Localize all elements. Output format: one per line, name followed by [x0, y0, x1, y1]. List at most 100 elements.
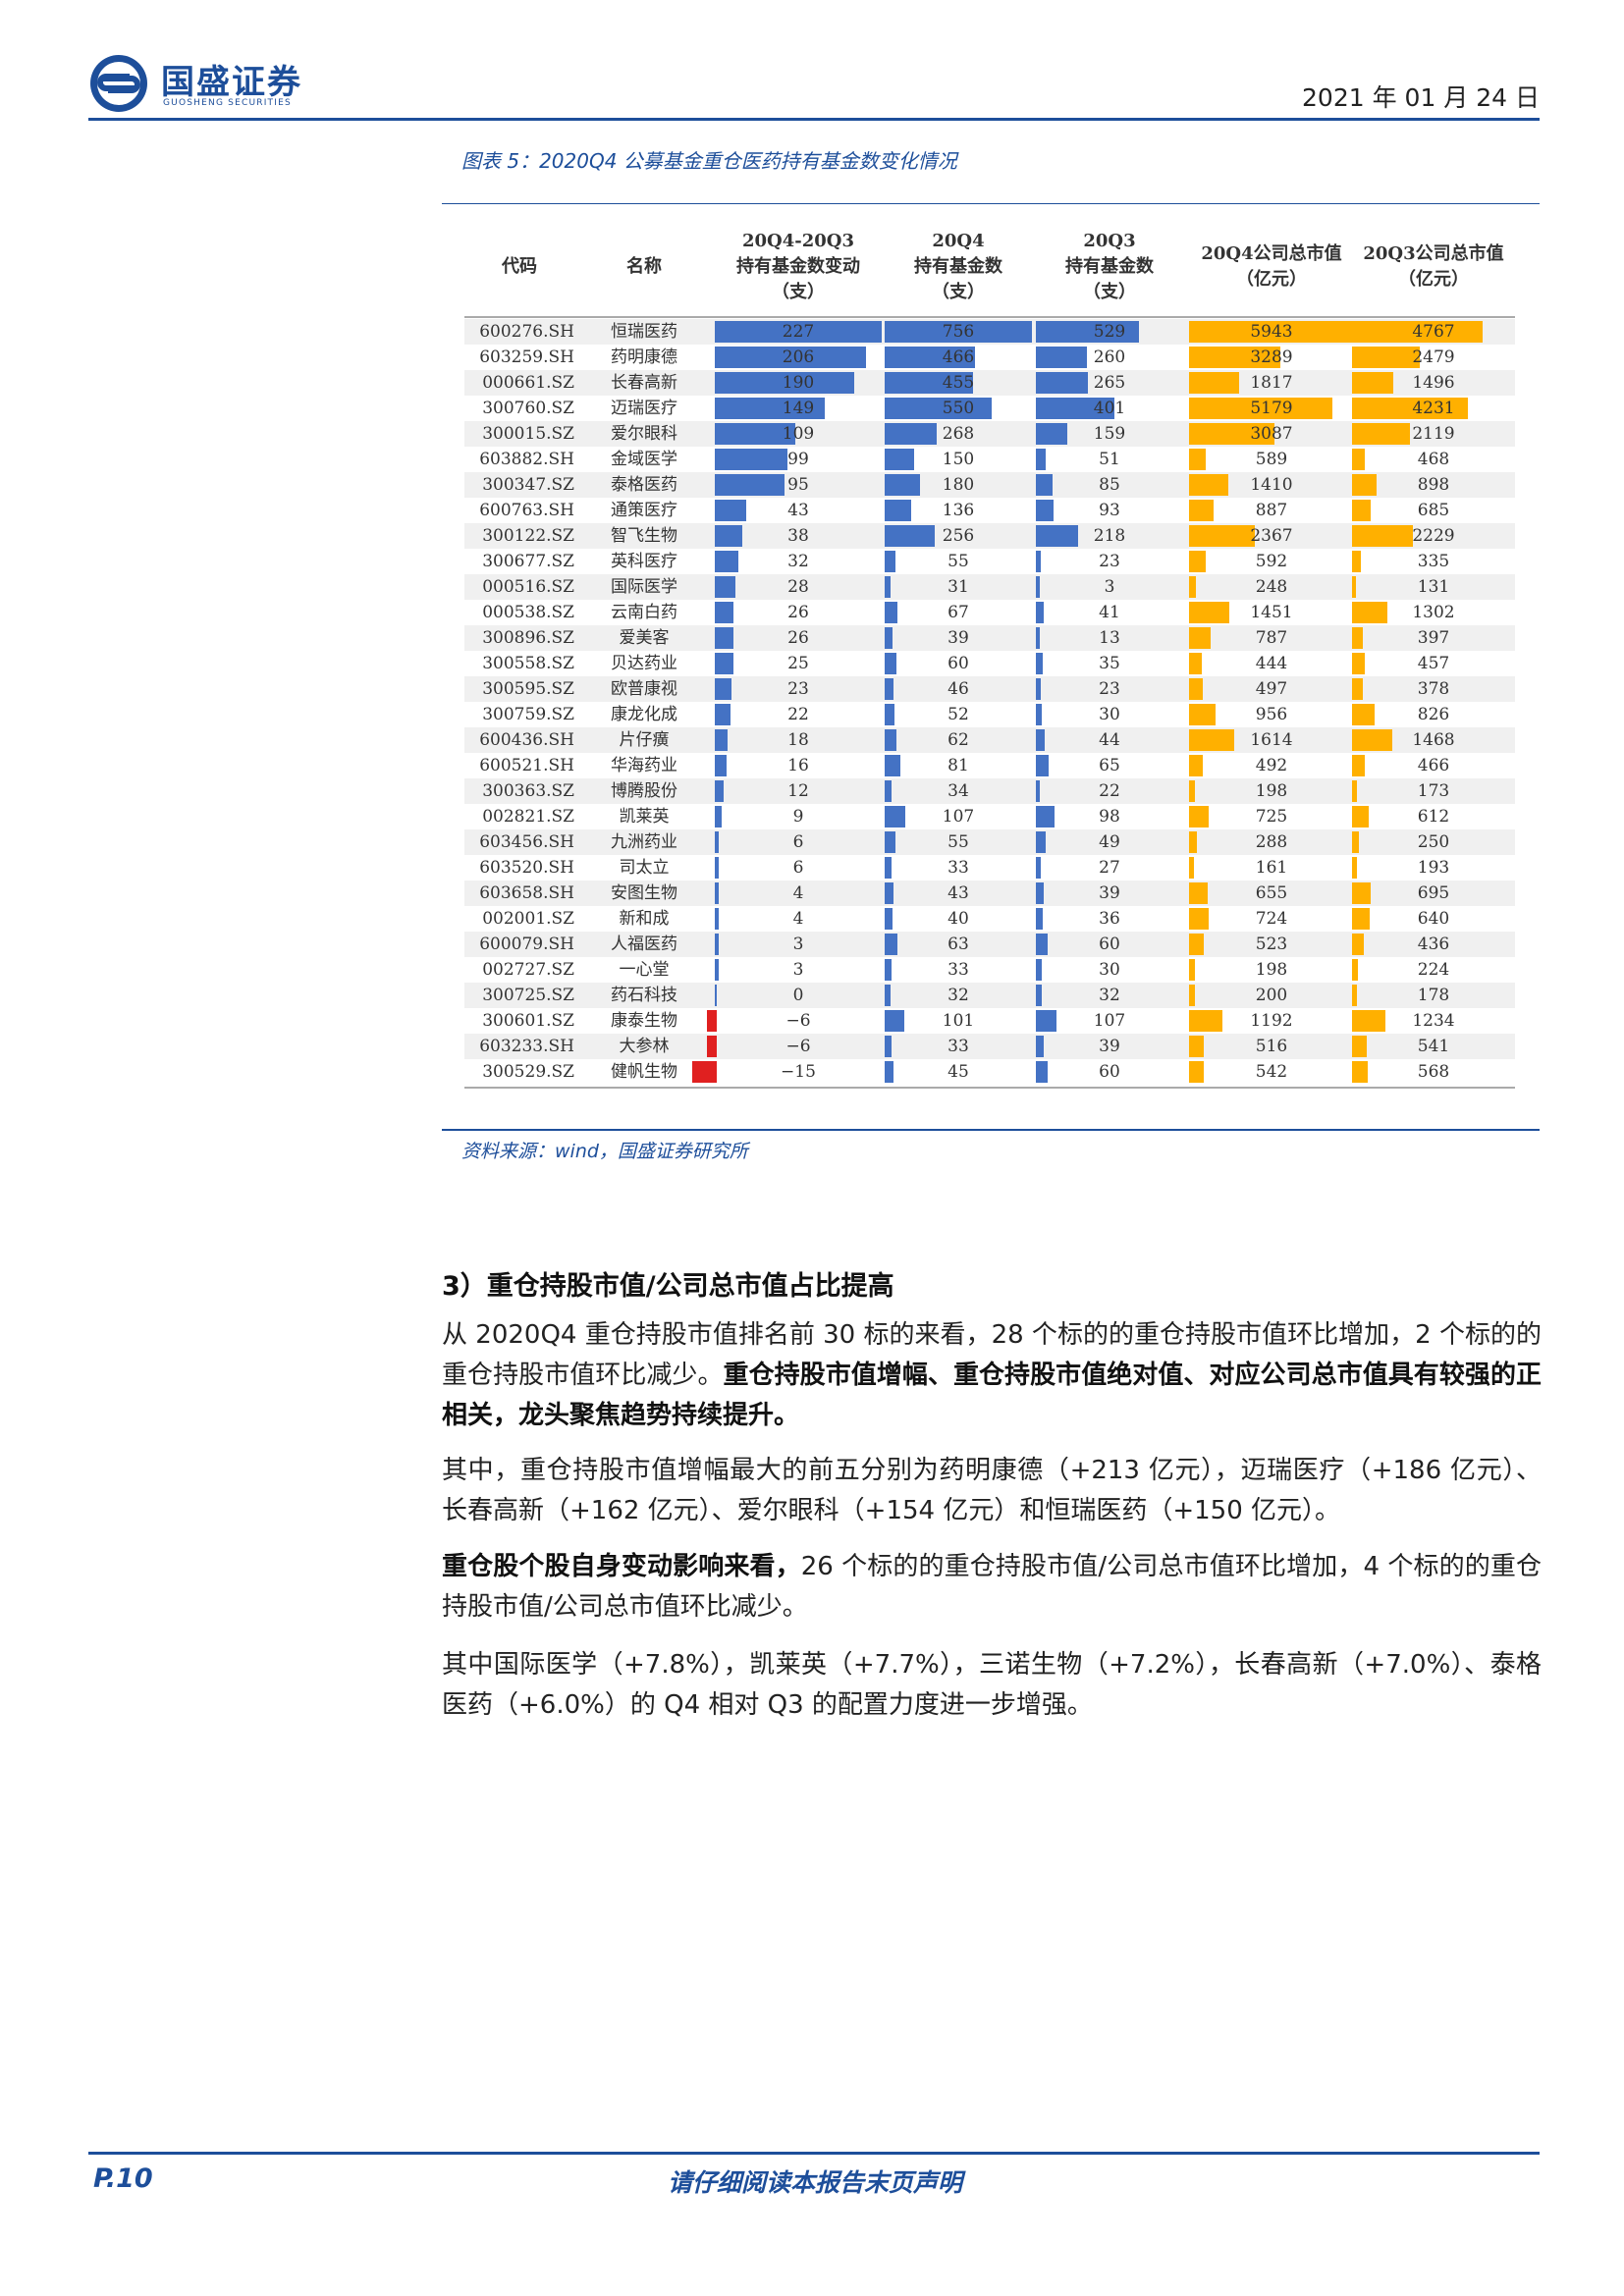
- table-row: 000516.SZ 国际医学 28 31 3 248 131: [464, 574, 1515, 600]
- header-code: 代码: [464, 218, 574, 316]
- cell-mv-q4: 497: [1189, 678, 1354, 700]
- value-mv-q3: 826: [1417, 705, 1450, 724]
- cell-mv-q3: 378: [1352, 678, 1515, 700]
- bar-q4: [885, 500, 911, 521]
- cell-name: 长春高新: [611, 373, 677, 393]
- bar-mv-q4: [1189, 372, 1240, 394]
- table-row: 002001.SZ 新和成 4 40 36 724 640: [464, 906, 1515, 932]
- value-mv-q3: 193: [1417, 858, 1450, 878]
- cell-mv-q3: 468: [1352, 449, 1515, 470]
- bar-mv-q3: [1352, 755, 1366, 776]
- cell-q4: 55: [885, 831, 1032, 853]
- table-row: 300601.SZ 康泰生物 −6 101 107 1192 1234: [464, 1008, 1515, 1034]
- bar-mv-q3: [1352, 653, 1365, 674]
- cell-mv-q4: 198: [1189, 780, 1354, 802]
- value-mv-q4: 198: [1255, 960, 1288, 980]
- value-q3: 65: [1099, 756, 1120, 775]
- page-number: P.10: [93, 2163, 153, 2194]
- bar-mv-q4: [1189, 423, 1275, 445]
- value-q4: 62: [947, 730, 969, 750]
- value-q3: 107: [1093, 1011, 1126, 1031]
- bar-q3: [1036, 423, 1067, 445]
- cell-change: 18: [715, 729, 882, 751]
- bar-q4: [885, 423, 938, 445]
- value-mv-q3: 898: [1417, 475, 1450, 495]
- header-q3-line2: 持有基金数: [1065, 256, 1154, 277]
- cell-code: 300595.SZ: [482, 679, 574, 699]
- cell-mv-q3: 1468: [1352, 729, 1515, 751]
- table-row: 300015.SZ 爱尔眼科 109 268 159 3087 2119: [464, 421, 1515, 447]
- value-mv-q4: 887: [1255, 501, 1288, 520]
- cell-q4: 33: [885, 857, 1032, 879]
- bar-mv-q4: [1189, 704, 1217, 725]
- table-row: 300558.SZ 贝达药业 25 60 35 444 457: [464, 651, 1515, 676]
- cell-mv-q4: 887: [1189, 500, 1354, 521]
- cell-code: 603520.SH: [479, 858, 574, 878]
- cell-mv-q4: 1410: [1189, 474, 1354, 496]
- cell-code: 000516.SZ: [482, 577, 574, 597]
- bar-q3: [1036, 857, 1042, 879]
- logo-english-text: GUOSHENG SECURITIES: [163, 98, 292, 108]
- bar-q3: [1036, 627, 1040, 649]
- value-q4: 180: [942, 475, 975, 495]
- cell-q4: 60: [885, 653, 1032, 674]
- value-change: 190: [782, 373, 815, 393]
- cell-mv-q4: 444: [1189, 653, 1354, 674]
- value-mv-q4: 1410: [1250, 475, 1293, 495]
- cell-code: 300601.SZ: [482, 1011, 574, 1031]
- cell-mv-q3: 695: [1352, 882, 1515, 904]
- value-change: 227: [782, 322, 815, 342]
- cell-mv-q3: 335: [1352, 551, 1515, 572]
- bar-q4: [885, 449, 914, 470]
- bar-q4: [885, 780, 892, 802]
- cell-q3: 93: [1036, 500, 1183, 521]
- bar-change: [715, 806, 722, 828]
- header-q4-line2: 持有基金数: [914, 256, 1002, 277]
- cell-change: 26: [715, 602, 882, 623]
- table-row: 002727.SZ 一心堂 3 33 30 198 224: [464, 957, 1515, 983]
- table-row: 603233.SH 大参林 −6 33 39 516 541: [464, 1034, 1515, 1059]
- bar-q3: [1036, 780, 1041, 802]
- cell-q3: 23: [1036, 678, 1183, 700]
- value-mv-q4: 516: [1255, 1037, 1288, 1056]
- value-mv-q4: 161: [1255, 858, 1288, 878]
- cell-name: 爱尔眼科: [611, 424, 677, 444]
- bar-q3: [1036, 525, 1079, 547]
- cell-q4: 455: [885, 372, 1032, 394]
- header-q4-line3: （支）: [932, 282, 985, 302]
- value-mv-q3: 2229: [1412, 526, 1455, 546]
- cell-code: 300677.SZ: [482, 552, 574, 571]
- value-mv-q3: 335: [1417, 552, 1450, 571]
- bar-q4: [885, 398, 993, 419]
- cell-mv-q4: 3289: [1189, 347, 1354, 368]
- bar-mv-q3: [1352, 831, 1359, 853]
- cell-mv-q3: 568: [1352, 1061, 1515, 1083]
- bar-mv-q3: [1352, 602, 1388, 623]
- value-mv-q4: 724: [1255, 909, 1288, 929]
- header-mv-q4-line1: 20Q4公司总市值: [1201, 243, 1342, 264]
- bar-mv-q3: [1352, 908, 1370, 930]
- value-mv-q3: 1234: [1412, 1011, 1455, 1031]
- cell-change: 206: [715, 347, 882, 368]
- bar-mv-q4: [1189, 780, 1195, 802]
- bar-mv-q4: [1189, 1010, 1222, 1032]
- cell-change: 99: [715, 449, 882, 470]
- value-mv-q3: 612: [1417, 807, 1450, 827]
- cell-mv-q3: 466: [1352, 755, 1515, 776]
- value-q3: 60: [1099, 1062, 1120, 1082]
- value-mv-q3: 173: [1417, 781, 1450, 801]
- cell-code: 600079.SH: [479, 934, 574, 954]
- value-q3: 22: [1099, 781, 1120, 801]
- bar-mv-q4: [1189, 678, 1204, 700]
- bar-mv-q3: [1352, 882, 1372, 904]
- logo-mark-icon: [90, 55, 147, 112]
- value-q3: 85: [1099, 475, 1120, 495]
- cell-q4: 101: [885, 1010, 1032, 1032]
- table-row: 603520.SH 司太立 6 33 27 161 193: [464, 855, 1515, 881]
- bar-mv-q4: [1189, 398, 1333, 419]
- cell-q3: 98: [1036, 806, 1183, 828]
- value-q4: 45: [947, 1062, 969, 1082]
- cell-name: 片仔癀: [619, 730, 670, 750]
- bar-mv-q3: [1352, 321, 1484, 343]
- value-mv-q3: 4231: [1412, 399, 1455, 418]
